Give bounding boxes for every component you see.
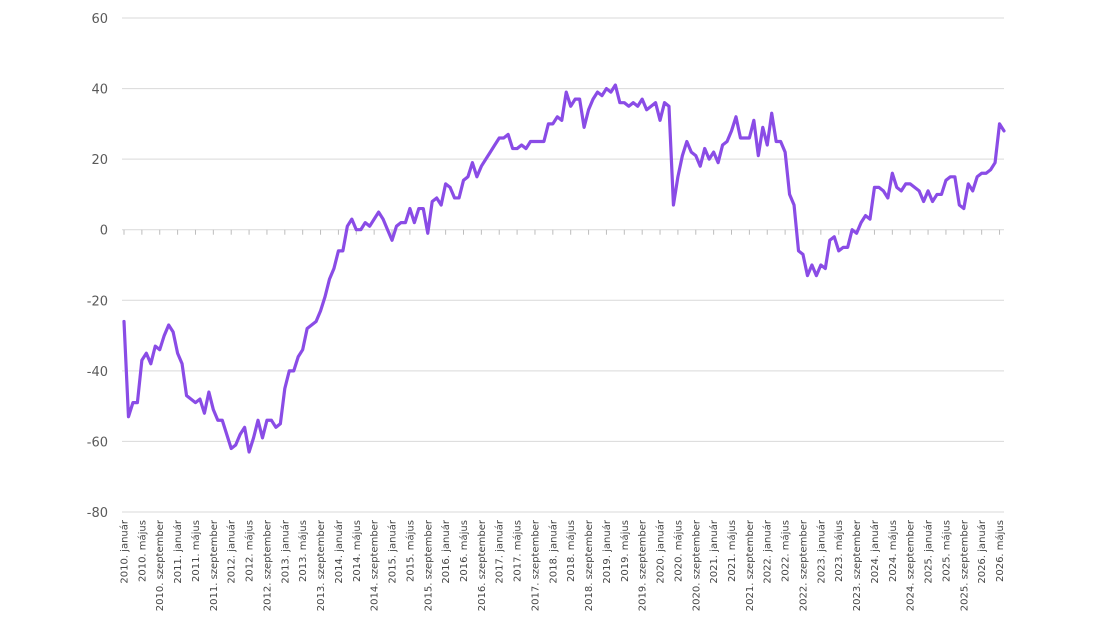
x-tick-label: 2011. szeptember [209,519,220,611]
x-tick-label: 2026. május [994,520,1006,582]
x-tick-label: 2013. január [279,519,291,584]
x-tick-label: 2018. szeptember [584,519,595,611]
gridlines [122,17,1004,513]
series-line [122,83,1006,454]
x-tick-label: 2016. szeptember [477,519,488,611]
x-tick-label: 2019. január [601,519,613,584]
x-tick-label: 2012. május [244,520,256,582]
x-tick-label: 2014. május [351,520,363,582]
x-tick-label: 2013. május [297,520,309,582]
x-tick-label: 2021. szeptember [745,519,756,611]
x-tick-label: 2022. szeptember [798,519,809,611]
x-tick-label: 2020. szeptember [691,519,702,611]
x-tick-label: 2021. január [708,519,720,584]
x-tick-label: 2010. január [119,519,131,584]
x-tick-label: 2013. szeptember [316,519,327,611]
x-tick-label: 2011. január [172,519,184,584]
x-tick-label: 2018. május [565,520,577,582]
x-tick-label: 2015. január [387,519,399,584]
x-tick-label: 2023. január [815,519,827,584]
x-tick-label: 2020. január [655,519,667,584]
x-tick-label: 2017. január [494,519,506,584]
x-tick-label: 2016. január [440,519,452,584]
x-tick-label: 2015. május [404,520,416,582]
series [122,83,1006,454]
x-tick-label: 2022. január [762,519,774,584]
x-tick-label: 2015. szeptember [423,519,434,611]
x-tick-label: 2017. szeptember [530,519,541,611]
x-tick-label: 2019. május [619,520,631,582]
x-tick-label: 2010. május [136,520,148,582]
x-tick-label: 2024. május [887,520,899,582]
x-tick-label: 2020. május [672,520,684,582]
y-tick-label: 20 [91,153,108,168]
x-tick-label: 2019. szeptember [638,519,649,611]
x-tick-label: 2025. szeptember [959,519,970,611]
y-tick-label: -60 [87,435,108,450]
x-tick-label: 2026. január [976,519,988,584]
y-tick-label: 0 [100,224,108,239]
x-tick-label: 2023. szeptember [852,519,863,611]
x-tick-label: 2025. május [940,520,952,582]
x-tick-label: 2016. május [458,520,470,582]
x-tick-label: 2024. január [869,519,881,584]
x-tick-label: 2011. május [190,520,202,582]
x-tick-label: 2017. május [512,520,524,582]
x-tick-label: 2012. január [226,519,238,584]
x-tick-label: 2014. január [333,519,345,584]
y-tick-label: 60 [91,12,108,27]
y-axis-tick-labels: 60 40 20 0 -20 -40 -60 -80 [87,12,108,521]
y-tick-label: -20 [87,294,108,309]
x-axis-ticks: 2010. január 2010. május 2010. szeptember 2… [119,229,1006,611]
y-tick-label: -80 [87,506,108,521]
x-tick-label: 2022. május [780,520,792,582]
y-tick-label: -40 [87,365,108,380]
x-tick-label: 2014. szeptember [370,519,381,611]
x-tick-label: 2023. május [833,520,845,582]
x-tick-label: 2021. május [726,520,738,582]
x-tick-label: 2012. szeptember [262,519,273,611]
y-tick-label: 40 [91,83,108,98]
x-tick-label: 2024. szeptember [906,519,917,611]
x-tick-label: 2018. január [547,519,559,584]
x-tick-label: 2010. szeptember [155,519,166,611]
x-tick-label: 2025. január [923,519,935,584]
